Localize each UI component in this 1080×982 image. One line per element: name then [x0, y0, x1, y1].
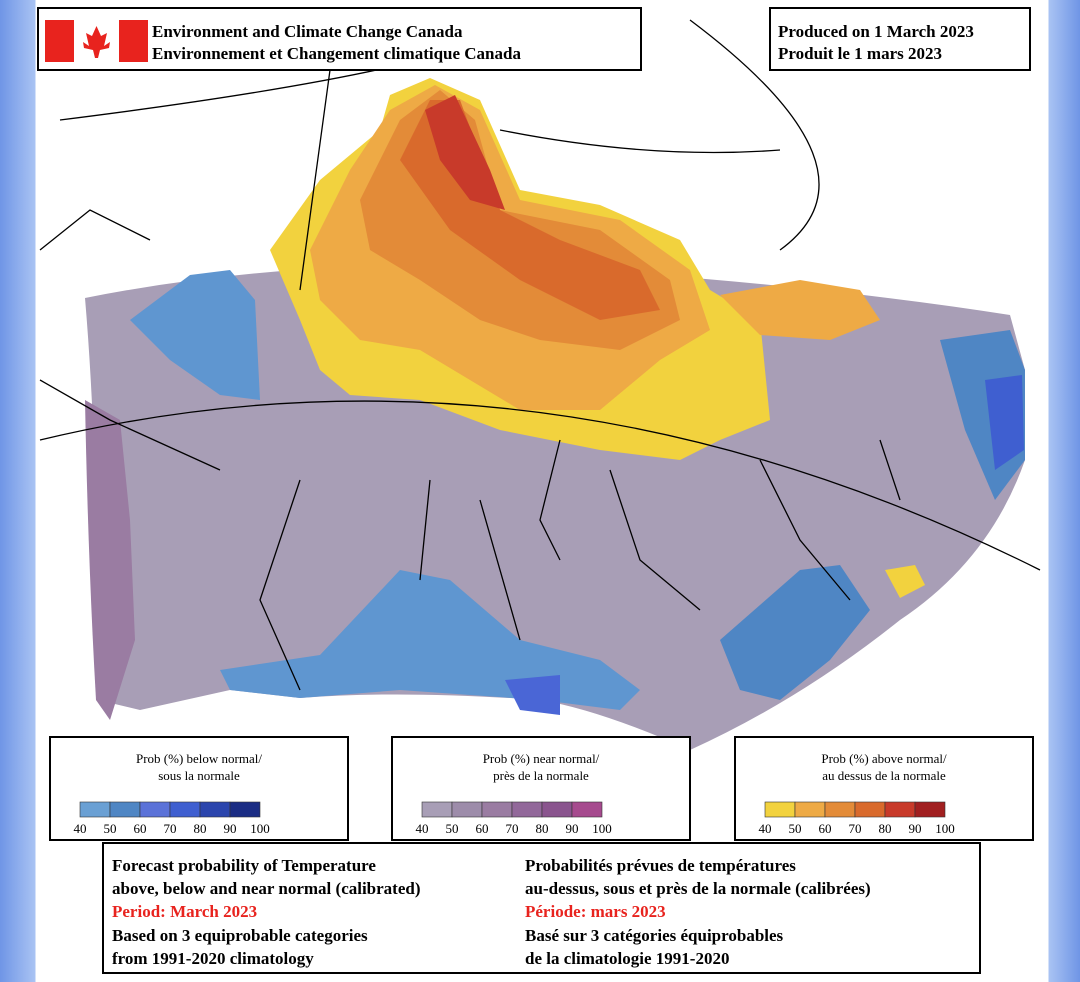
- legend-label: 60: [134, 821, 147, 836]
- footer-box: [102, 842, 981, 974]
- footer-basis: from 1991-2020 climatology: [112, 949, 314, 968]
- legend-swatch: [421, 801, 453, 818]
- legend-label: 60: [819, 821, 832, 836]
- above-normal-80-region: [425, 95, 505, 210]
- legend-swatch: [481, 801, 513, 818]
- produced-date: Produced on 1 March 2023: [778, 22, 974, 41]
- legend-title: au dessus de la normale: [822, 768, 946, 783]
- legend-label: 40: [416, 821, 429, 836]
- legend-label: 90: [566, 821, 579, 836]
- near-normal-60-region: [85, 400, 135, 720]
- legend-swatch: [139, 801, 171, 818]
- legend-label: 80: [194, 821, 207, 836]
- agency-name: Environnement et Changement climatique C…: [152, 44, 521, 63]
- footer-description: Forecast probability of Temperature: [112, 856, 376, 875]
- legend-swatch: [541, 801, 573, 818]
- below-normal-region: [720, 565, 870, 700]
- legend-box: [49, 736, 349, 841]
- legend-swatch: [229, 801, 261, 818]
- footer-description: Probabilités prévues de températures: [525, 856, 796, 875]
- graticule: [39, 400, 1041, 571]
- legend-swatch: [169, 801, 201, 818]
- below-normal-region: [220, 570, 640, 710]
- footer-description: au-dessus, sous et près de la normale (c…: [525, 879, 871, 898]
- legend-label: 70: [849, 821, 862, 836]
- legend-label: 80: [536, 821, 549, 836]
- produced-date: Produit le 1 mars 2023: [778, 44, 942, 63]
- legend-label: 70: [164, 821, 177, 836]
- legend-swatch: [884, 801, 916, 818]
- legend-label: 80: [879, 821, 892, 836]
- footer-period: Période: mars 2023: [525, 902, 666, 921]
- legend-box: [391, 736, 691, 841]
- produced-box: [769, 7, 1031, 71]
- legend-swatch: [451, 801, 483, 818]
- legends: Prob (%) below normal/sous la normale 40 5…: [49, 736, 1034, 841]
- legend-swatch: [854, 801, 886, 818]
- footer-description: above, below and near normal (calibrated…: [112, 879, 421, 898]
- footer-basis: de la climatologie 1991-2020: [525, 949, 729, 968]
- above-normal-region: [720, 280, 880, 340]
- legend-title: Prob (%) near normal/: [483, 751, 600, 766]
- footer-period: Period: March 2023: [112, 902, 257, 921]
- below-normal-70-region: [505, 675, 560, 715]
- legend-swatch: [109, 801, 141, 818]
- legend-swatch: [794, 801, 826, 818]
- map: [39, 19, 1041, 750]
- canada-flag: [45, 20, 148, 62]
- legend-label: 50: [446, 821, 459, 836]
- legend-swatch: [511, 801, 543, 818]
- legend-swatch: [199, 801, 231, 818]
- legend-label: 50: [104, 821, 117, 836]
- legend-label: 70: [506, 821, 519, 836]
- legend-label: 50: [789, 821, 802, 836]
- legend-label: 90: [909, 821, 922, 836]
- legend-swatch: [571, 801, 603, 818]
- legend-box: [734, 736, 1034, 841]
- above-normal-region: [885, 565, 925, 598]
- legend-swatch: [764, 801, 796, 818]
- footer-basis: Basé sur 3 catégories équiprobables: [525, 926, 784, 945]
- below-normal-region: [130, 270, 260, 400]
- legend-title: sous la normale: [158, 768, 240, 783]
- legend-swatch: [914, 801, 946, 818]
- below-normal-70-region: [985, 375, 1024, 470]
- legend-label: 60: [476, 821, 489, 836]
- coastline: [39, 59, 901, 691]
- legend-title: près de la normale: [493, 768, 589, 783]
- legend-label: 100: [250, 821, 270, 836]
- legend-label: 100: [592, 821, 612, 836]
- legend-label: 40: [74, 821, 87, 836]
- agency-name: Environment and Climate Change Canada: [152, 22, 463, 41]
- legend-label: 40: [759, 821, 772, 836]
- graticule: [299, 19, 820, 291]
- legend-swatch: [824, 801, 856, 818]
- legend-title: Prob (%) below normal/: [136, 751, 262, 766]
- legend-label: 100: [935, 821, 955, 836]
- legend-swatch: [79, 801, 111, 818]
- legend-title: Prob (%) above normal/: [821, 751, 947, 766]
- footer: Forecast probability of Temperature above…: [112, 856, 871, 968]
- footer-basis: Based on 3 equiprobable categories: [112, 926, 368, 945]
- legend-label: 90: [224, 821, 237, 836]
